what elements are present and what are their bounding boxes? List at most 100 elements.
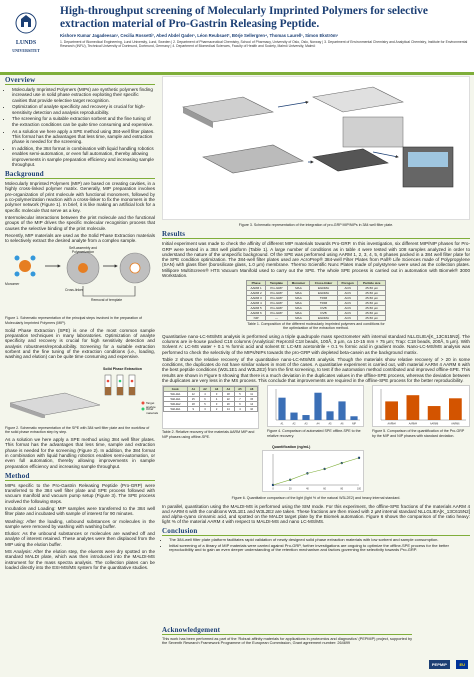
tick-label: 100 [357,488,362,491]
conclusion-heading: Conclusion [162,527,470,536]
fig1-label-monomer: Monomer [5,282,20,287]
figure-3-caption: Figure 3. Schematic representation of th… [238,223,394,227]
bar [290,412,298,421]
bar [385,401,398,421]
table-2-caption: Table 2. Relative recovery of the materi… [162,430,255,439]
tick-label: 60 [323,488,326,491]
chart-quantification: AARM4 AARM4 AARM6 AARM6 [372,385,470,428]
table-cell: ACN [336,315,359,322]
table-cell: EGDMA [309,315,338,322]
left-column: Overview Molecularly Imprinted Polymers … [5,76,159,572]
table-cell: 25-50 µm [357,315,386,322]
overview-bullet: Optimization of analyte specificity and … [12,104,155,115]
bar [406,395,420,421]
pepmip-logo: PEPMIP [428,660,450,669]
method-p3: Washing: After the loading, unbound subs… [5,518,155,529]
trend-line [272,457,360,486]
chart3-title: Quantification (ng/mL) [272,445,311,450]
spe-text: Solid Phase Extraction (SPE) is one of t… [5,327,155,360]
fig2-label-target: Target analyte [146,400,156,409]
tick-label: A1 [281,423,285,426]
tick-label: A5 [329,423,333,426]
mip-principle-diagram [14,252,151,297]
conclusion-bullet: The 384-well filter plate platform facil… [169,537,470,543]
method-p2: Incubation and Loading: MIP samples were… [5,505,155,517]
table-row: NIP — MAA EGDMA ACN 25-50 µm [245,315,386,322]
bar [338,401,346,421]
table-cell: NIP [245,315,267,322]
conclusion-list: The 384-well filter plate platform facil… [162,537,470,553]
bar [302,415,310,421]
tick-label: 0 [272,488,274,491]
figure-3 [162,76,470,220]
acknowledgement-text: This work has been performed as part of … [162,637,412,646]
method-p5: MS Analysis: After the elution step, the… [5,549,155,570]
table-1-grid: Phase Template Monomer Cross-linker Poro… [245,280,386,322]
chart-light-heavy: 0 20 40 60 80 100 [262,450,364,493]
tick-label: AARM4 [409,423,418,426]
figure-2: Solid Phase Extraction Target analyte Ot… [5,363,159,423]
affiliations: 1. Department of Biomedical Engineering,… [60,40,468,49]
bar [314,393,322,421]
table-1: Phase Template Monomer Cross-linker Poro… [245,280,386,331]
background-p2: Intermolecular interactions between the … [5,214,155,231]
figure-4-caption: Figure 4. Comparison of automated SPE of… [267,429,361,438]
authors: Kishore Kumar Jagadeesan¹, Cecilia Rosse… [60,33,339,38]
fig1-label-crosslinker: Cross-linker [65,288,84,293]
eu-flag-icon: EU [456,660,468,669]
table-2: Cond. A1 A2 A3 A4 A5 A6 W1L1E1 12 4 3 18 5 11 W2L1E1… [162,385,259,430]
bar [449,398,462,421]
table-1-body: AARM 1 Pro-GRP MAA EGDMA ACN 25-50 µm AARM 2 Pr… [245,285,386,322]
poster-title: High-throughput screening of Molecularly… [60,5,428,30]
results-p4: In parallel, quantitation using the MALD… [162,503,470,525]
figure-6-caption: Figure 6. Quantitative comparison of the… [231,496,401,501]
overview-bullet: The screening for a suitable extraction … [12,116,155,127]
table-1-caption: Table 1. Composition of the different mo… [247,322,385,331]
overview-heading: Overview [5,76,155,85]
spe-workflow-diagram [9,374,145,419]
tick-label: A6 [341,423,345,426]
logo-text-2: UNIVERSITET [12,48,40,53]
university-logo: LUNDS UNIVERSITET [6,10,46,68]
tick-label: A2 [293,423,297,426]
figures-row: Cond. A1 A2 A3 A4 A5 A6 W1L1E1 12 4 3 18 5 11 W2L1E1… [162,385,470,443]
bar [350,416,358,421]
acknowledgement-heading: Acknowledgement [162,626,412,635]
header: LUNDS UNIVERSITET High-throughput screen… [0,0,474,75]
tick-label: NIP [352,423,356,426]
tick-label: AARM6 [451,423,460,426]
figure-1: Monomer Self-assembly and Polymerization… [5,246,155,313]
background-p3: Recently, MIP materials are used as the … [5,232,155,244]
bar [427,406,441,421]
acknowledgement: Acknowledgement This work has been perfo… [162,626,412,648]
table-cell: MAA [286,315,311,322]
tick-label: A3 [305,423,309,426]
bar [278,398,286,421]
background-heading: Background [5,170,155,180]
results-p3: Table 2 shows the relative recovery of t… [162,356,470,384]
right-column: Figure 3. Schematic representation of th… [162,76,470,555]
table-2-grid: Cond. A1 A2 A3 A4 A5 A6 W1L1E1 12 4 3 18 5 11 W2L1E1… [163,386,258,413]
overview-bullet: In addition, the 384 format in combinati… [12,146,155,167]
figure-5-caption: Figure 5. Comparison of the quantificati… [372,429,465,438]
fig1-label-removal: Removal of template [91,298,123,303]
bar [326,411,334,421]
method-p4: Elution: As the unbound substances or mo… [5,531,155,547]
fig1-label-selfassembly: Self-assembly and Polymerization [69,246,97,255]
figure-1-caption: Figure 1. Schematic representation of th… [5,316,143,325]
fig2-label-other: Other materials [146,406,159,415]
workflow-integration-diagram [182,86,454,188]
chart-relative-recovery: A1 A2 A3 A4 A5 A6 NIP [267,385,364,428]
footer-logos: PEPMIP EU [428,653,468,671]
figure-2-caption: Figure 2. Schematic representation of th… [5,425,150,434]
tick-label: 40 [306,488,309,491]
method-heading: Method [5,472,155,481]
method-p1: MIPs specific to the Pro-Gastrin Releasi… [5,482,155,504]
logo-text-1: LUNDS [15,40,37,46]
results-p1: Initial experiment was made to check the… [162,241,470,278]
conclusion-bullet: Initial screening of a library of MIP ma… [169,543,470,553]
tick-label: AARM6 [430,423,439,426]
lund-seal-icon [15,12,37,34]
figure-6: Quantification (ng/mL) 0 20 40 60 80 100 [162,445,470,495]
